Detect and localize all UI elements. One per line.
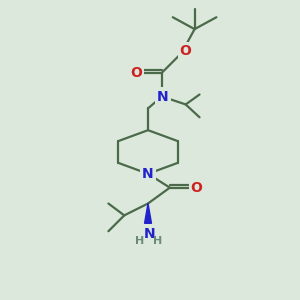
Text: N: N bbox=[144, 227, 156, 241]
Text: O: O bbox=[190, 181, 202, 195]
Text: O: O bbox=[180, 44, 192, 58]
Polygon shape bbox=[145, 203, 152, 223]
Text: O: O bbox=[130, 66, 142, 80]
Text: H: H bbox=[136, 236, 145, 246]
Text: N: N bbox=[142, 167, 154, 181]
Text: H: H bbox=[153, 236, 163, 246]
Text: N: N bbox=[157, 89, 169, 103]
